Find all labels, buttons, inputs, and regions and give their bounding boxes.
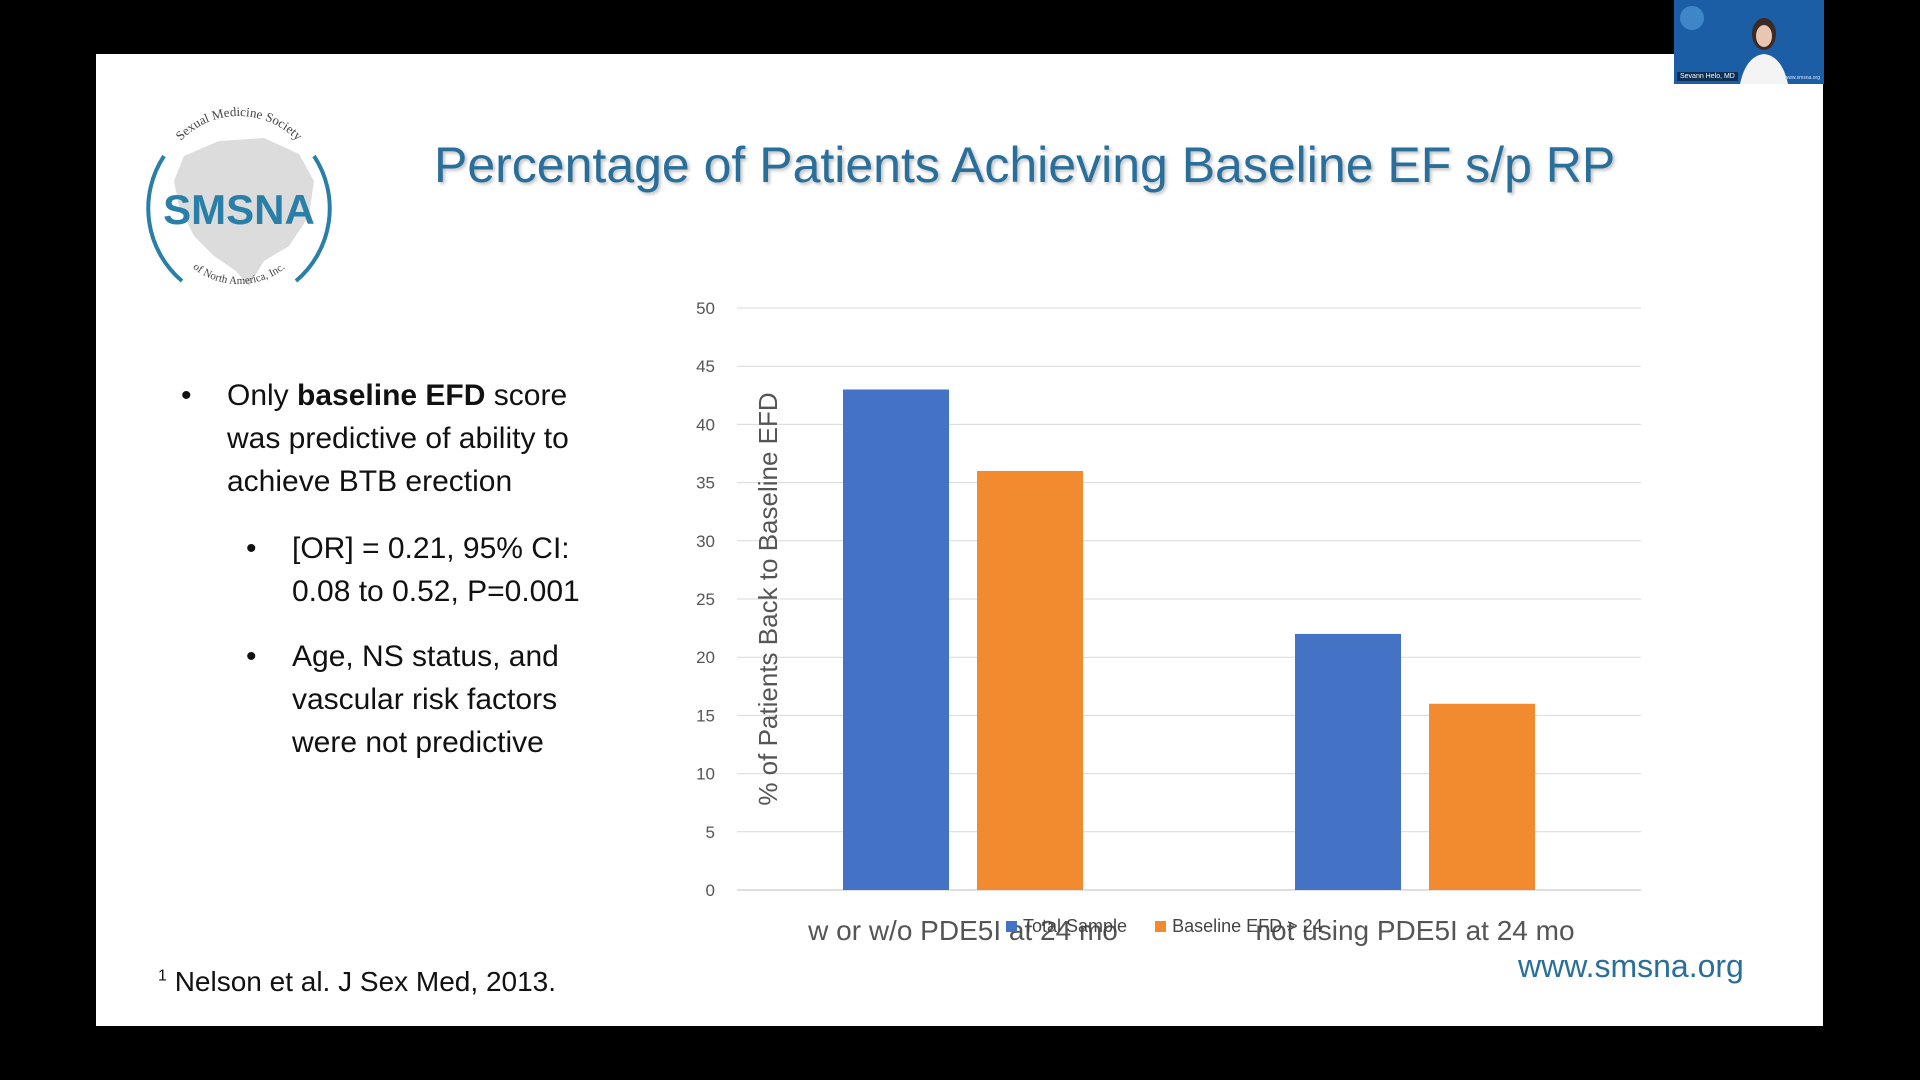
bar-chart: 0 5 10 15 20 25 30 35 40 45 50 % of Patients Back t…	[696, 299, 1641, 946]
y-tick-label: 30	[696, 532, 715, 551]
logo-main-text: SMSNA	[163, 186, 315, 233]
legend-label-total: Total Sample	[1023, 916, 1128, 936]
y-tick-label: 45	[696, 357, 715, 376]
logo-arc-top-text: Sexual Medicine Society	[172, 104, 306, 144]
presentation-slide: Sexual Medicine Society SMSNA of North A…	[96, 54, 1823, 1026]
y-tick-label: 20	[696, 648, 715, 667]
video-background-caption: www.smsna.org	[1784, 75, 1820, 81]
bar-total-sample-0	[843, 389, 949, 890]
y-tick-label: 25	[696, 590, 715, 609]
participant-video-thumbnail[interactable]: Sevann Helo, MD www.smsna.org	[1674, 0, 1824, 84]
legend-label-baseline: Baseline EFD > 24	[1172, 916, 1323, 936]
smsna-badge-icon	[1680, 6, 1704, 30]
chart-legend: Total Sample Baseline EFD > 24	[1006, 916, 1323, 937]
sub-bullet-or: • [OR] = 0.21, 95% CI: 0.08 to 0.52, P=0…	[181, 527, 621, 613]
bullet-text-after: score was predictive of ability to achie…	[227, 379, 569, 498]
sub-bullet-text: Age, NS status, and vascular risk factor…	[292, 640, 559, 759]
footnote: 1 Nelson et al. J Sex Med, 2013.	[158, 966, 556, 998]
participant-name: Sevann Helo, MD	[1677, 72, 1738, 81]
legend-swatch-baseline	[1155, 921, 1167, 932]
bullet-glyph: •	[246, 532, 257, 565]
person-icon	[1740, 18, 1788, 84]
y-tick-label: 5	[706, 823, 715, 842]
slide-title: Percentage of Patients Achieving Baselin…	[434, 137, 1616, 193]
video-background	[1674, 0, 1824, 84]
website-url: www.smsna.org	[1518, 948, 1744, 984]
legend-item-baseline: Baseline EFD > 24	[1155, 916, 1323, 937]
y-tick-label: 10	[696, 765, 715, 784]
bullet-main: • Only baseline EFD score was predictive…	[181, 374, 621, 503]
legend-swatch-total	[1006, 921, 1017, 932]
sub-bullet-predictors: • Age, NS status, and vascular risk fact…	[181, 635, 621, 764]
legend-item-total-sample: Total Sample	[1006, 916, 1127, 937]
x-category-label: not using PDE5I at 24 mo	[1255, 915, 1574, 946]
footnote-text: Nelson et al. J Sex Med, 2013.	[174, 966, 557, 997]
bullet-text-before: Only	[227, 379, 298, 412]
y-axis-label: % of Patients Back to Baseline EFD	[753, 392, 783, 805]
bullet-glyph: •	[246, 640, 257, 673]
footnote-marker: 1	[158, 967, 167, 985]
bar-baseline-efd-0	[977, 470, 1083, 890]
y-tick-label: 0	[706, 881, 715, 900]
y-tick-label: 40	[696, 415, 715, 434]
bar-total-sample-1	[1295, 633, 1401, 890]
x-category-label: w or w/o PDE5I at 24 mo	[807, 915, 1118, 946]
bullet-list: • Only baseline EFD score was predictive…	[181, 374, 621, 764]
y-tick-label: 50	[696, 299, 715, 318]
svg-text:Sexual Medicine Society: Sexual Medicine Society	[172, 104, 306, 144]
bullet-glyph: •	[181, 379, 192, 412]
bar-baseline-efd-1	[1429, 703, 1535, 890]
bullet-bold-text: baseline EFD	[297, 379, 486, 412]
smsna-logo: Sexual Medicine Society SMSNA of North A…	[146, 104, 332, 287]
sub-bullet-text: [OR] = 0.21, 95% CI: 0.08 to 0.52, P=0.0…	[292, 532, 580, 608]
y-tick-label: 35	[696, 474, 715, 493]
y-tick-label: 15	[696, 706, 715, 725]
north-america-map-icon	[174, 138, 314, 286]
